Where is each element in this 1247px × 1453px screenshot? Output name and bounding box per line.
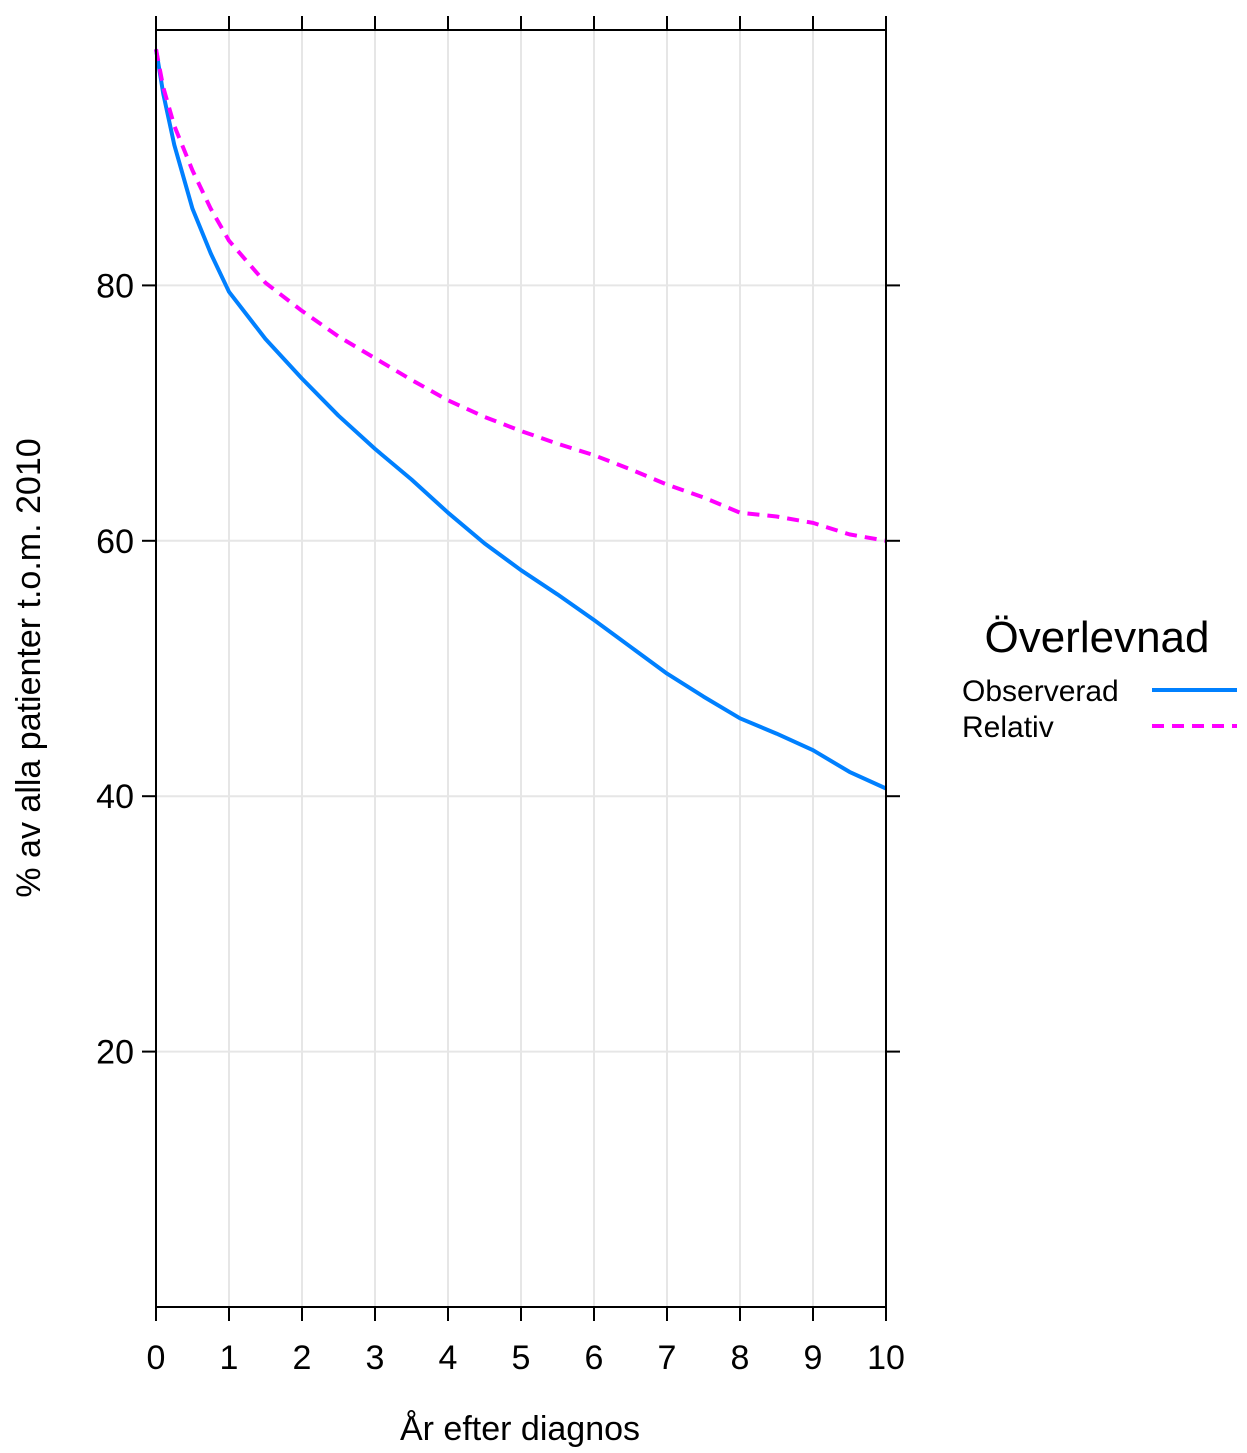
- legend-title: Överlevnad: [984, 613, 1209, 662]
- y-tick-label: 40: [96, 778, 134, 816]
- grid: [155, 30, 887, 1307]
- x-tick-label: 8: [731, 1339, 750, 1377]
- x-tick-label: 2: [293, 1339, 312, 1377]
- axis-tick-labels: 0 1 2 3 4 5 6 7 8 9 10 20 40 60 80: [96, 267, 905, 1377]
- x-tick-label: 6: [585, 1339, 604, 1377]
- x-tick-label: 4: [439, 1339, 458, 1377]
- x-axis-title: År efter diagnos: [400, 1410, 640, 1448]
- x-tick-label: 0: [147, 1339, 166, 1377]
- x-tick-label: 10: [867, 1339, 905, 1377]
- legend-label-observerad: Observerad: [962, 675, 1119, 708]
- y-tick-label: 80: [96, 267, 134, 305]
- x-tick-label: 9: [804, 1339, 823, 1377]
- y-tick-label: 60: [96, 523, 134, 561]
- y-axis-title: % av alla patienter t.o.m. 2010: [10, 438, 48, 897]
- x-tick-label: 3: [366, 1339, 385, 1377]
- legend-label-relativ: Relativ: [962, 711, 1054, 744]
- series-line-relativ: [154, 48, 887, 543]
- x-tick-label: 1: [220, 1339, 239, 1377]
- x-tick-label: 5: [512, 1339, 531, 1377]
- y-tick-label: 20: [96, 1034, 134, 1072]
- axis-ticks: [142, 16, 900, 1321]
- series-lines: [154, 48, 887, 791]
- series-line-observerad: [154, 48, 887, 791]
- x-tick-label: 7: [658, 1339, 677, 1377]
